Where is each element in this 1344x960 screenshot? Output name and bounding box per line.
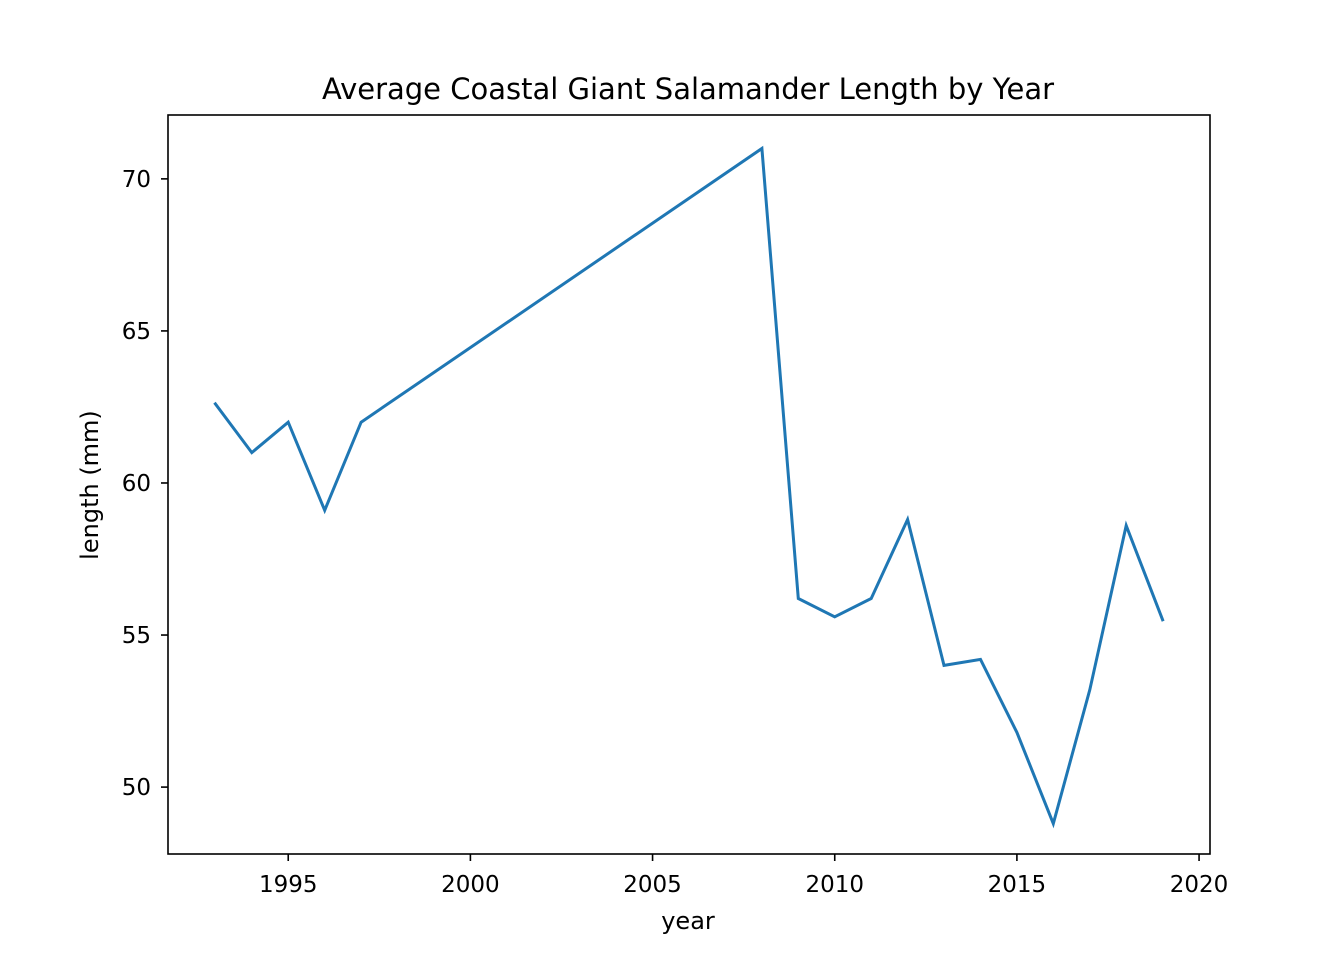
x-tick-label: 2010 bbox=[805, 872, 864, 898]
y-axis: 50 55 60 65 70 bbox=[122, 167, 168, 801]
y-tick-label: 55 bbox=[122, 623, 151, 649]
y-tick-label: 70 bbox=[122, 167, 151, 193]
x-tick-label: 2005 bbox=[623, 872, 682, 898]
chart-title: Average Coastal Giant Salamander Length … bbox=[322, 72, 1054, 106]
x-axis-label: year bbox=[661, 907, 715, 935]
y-tick-label: 60 bbox=[122, 471, 151, 497]
series-line bbox=[213, 145, 1165, 829]
x-tick-label: 2015 bbox=[988, 872, 1047, 898]
y-tick-label: 50 bbox=[122, 775, 151, 801]
x-tick-label: 2020 bbox=[1170, 872, 1229, 898]
series-layer bbox=[213, 145, 1165, 829]
x-tick-label: 1995 bbox=[259, 872, 318, 898]
plot-frame bbox=[167, 114, 1211, 855]
x-tick-label: 2000 bbox=[441, 872, 500, 898]
x-axis: 1995 2000 2005 2010 2015 2020 bbox=[259, 854, 1228, 898]
y-tick-label: 65 bbox=[122, 319, 151, 345]
y-axis-label: length (mm) bbox=[76, 410, 104, 560]
